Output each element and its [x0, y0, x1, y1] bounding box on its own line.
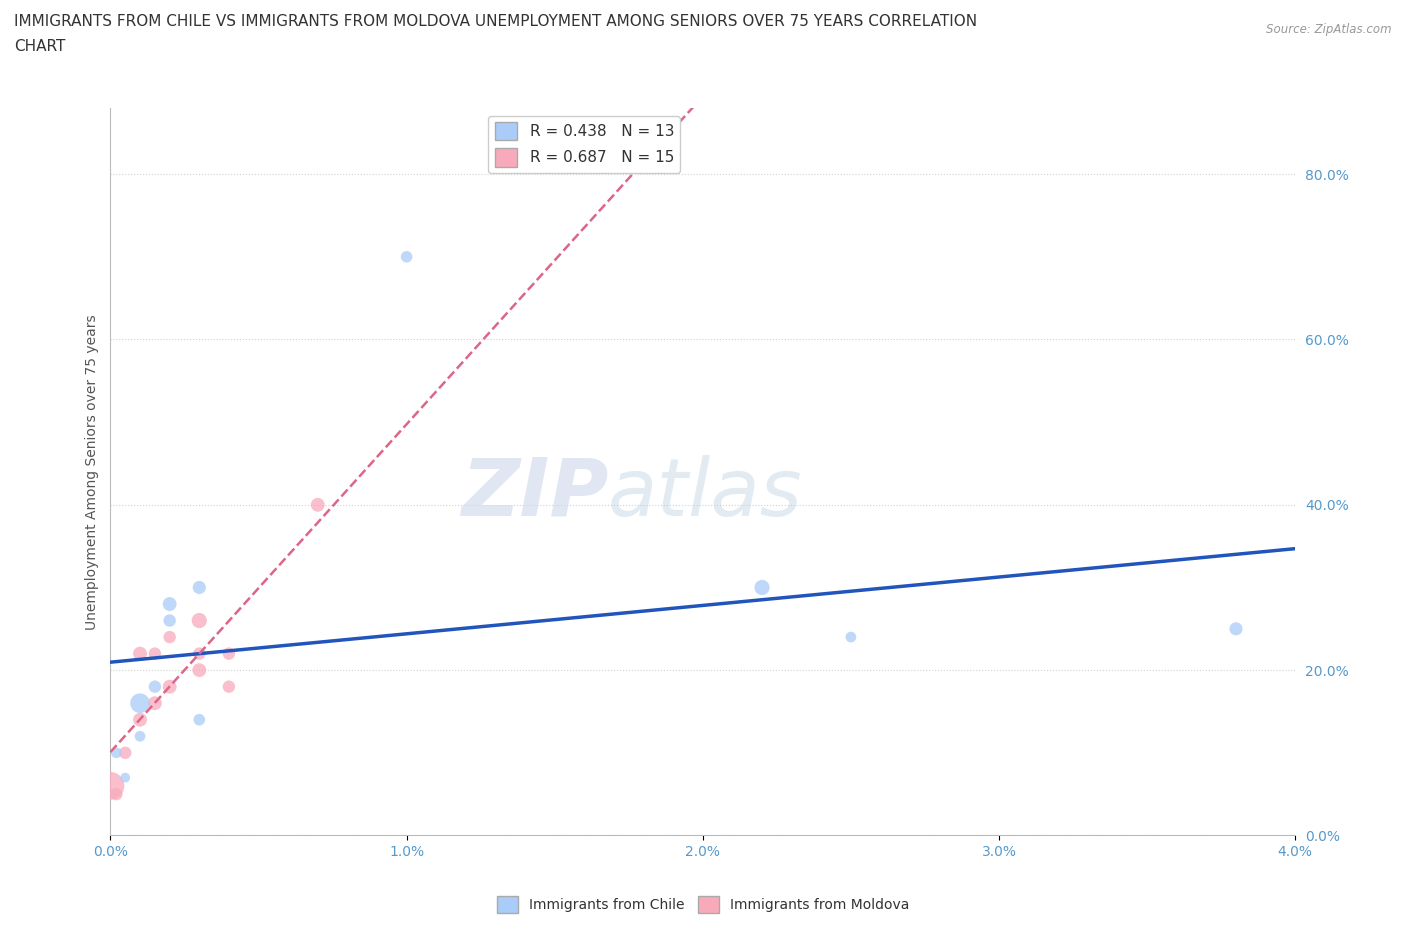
- Point: [218, 646, 240, 661]
- Text: ZIP: ZIP: [461, 455, 607, 533]
- Point: [114, 745, 136, 760]
- Point: [307, 498, 329, 512]
- Point: [188, 712, 211, 727]
- Legend: Immigrants from Chile, Immigrants from Moldova: Immigrants from Chile, Immigrants from M…: [491, 890, 915, 919]
- Point: [129, 696, 152, 711]
- Point: [839, 630, 862, 644]
- Point: [105, 745, 128, 760]
- Point: [188, 646, 211, 661]
- Text: CHART: CHART: [14, 39, 66, 54]
- Point: [159, 630, 181, 644]
- Text: Source: ZipAtlas.com: Source: ZipAtlas.com: [1267, 23, 1392, 36]
- Legend: R = 0.438   N = 13, R = 0.687   N = 15: R = 0.438 N = 13, R = 0.687 N = 15: [488, 115, 681, 173]
- Point: [188, 663, 211, 678]
- Point: [1225, 621, 1247, 636]
- Point: [159, 596, 181, 611]
- Point: [395, 249, 418, 264]
- Point: [100, 778, 122, 793]
- Point: [751, 580, 773, 595]
- Point: [129, 712, 152, 727]
- Point: [188, 580, 211, 595]
- Point: [129, 729, 152, 744]
- Point: [114, 770, 136, 785]
- Point: [188, 613, 211, 628]
- Text: IMMIGRANTS FROM CHILE VS IMMIGRANTS FROM MOLDOVA UNEMPLOYMENT AMONG SENIORS OVER: IMMIGRANTS FROM CHILE VS IMMIGRANTS FROM…: [14, 14, 977, 29]
- Point: [159, 613, 181, 628]
- Point: [143, 646, 166, 661]
- Text: atlas: atlas: [607, 455, 803, 533]
- Point: [129, 646, 152, 661]
- Point: [159, 679, 181, 694]
- Point: [105, 787, 128, 802]
- Y-axis label: Unemployment Among Seniors over 75 years: Unemployment Among Seniors over 75 years: [86, 314, 100, 630]
- Point: [143, 696, 166, 711]
- Point: [143, 679, 166, 694]
- Point: [218, 679, 240, 694]
